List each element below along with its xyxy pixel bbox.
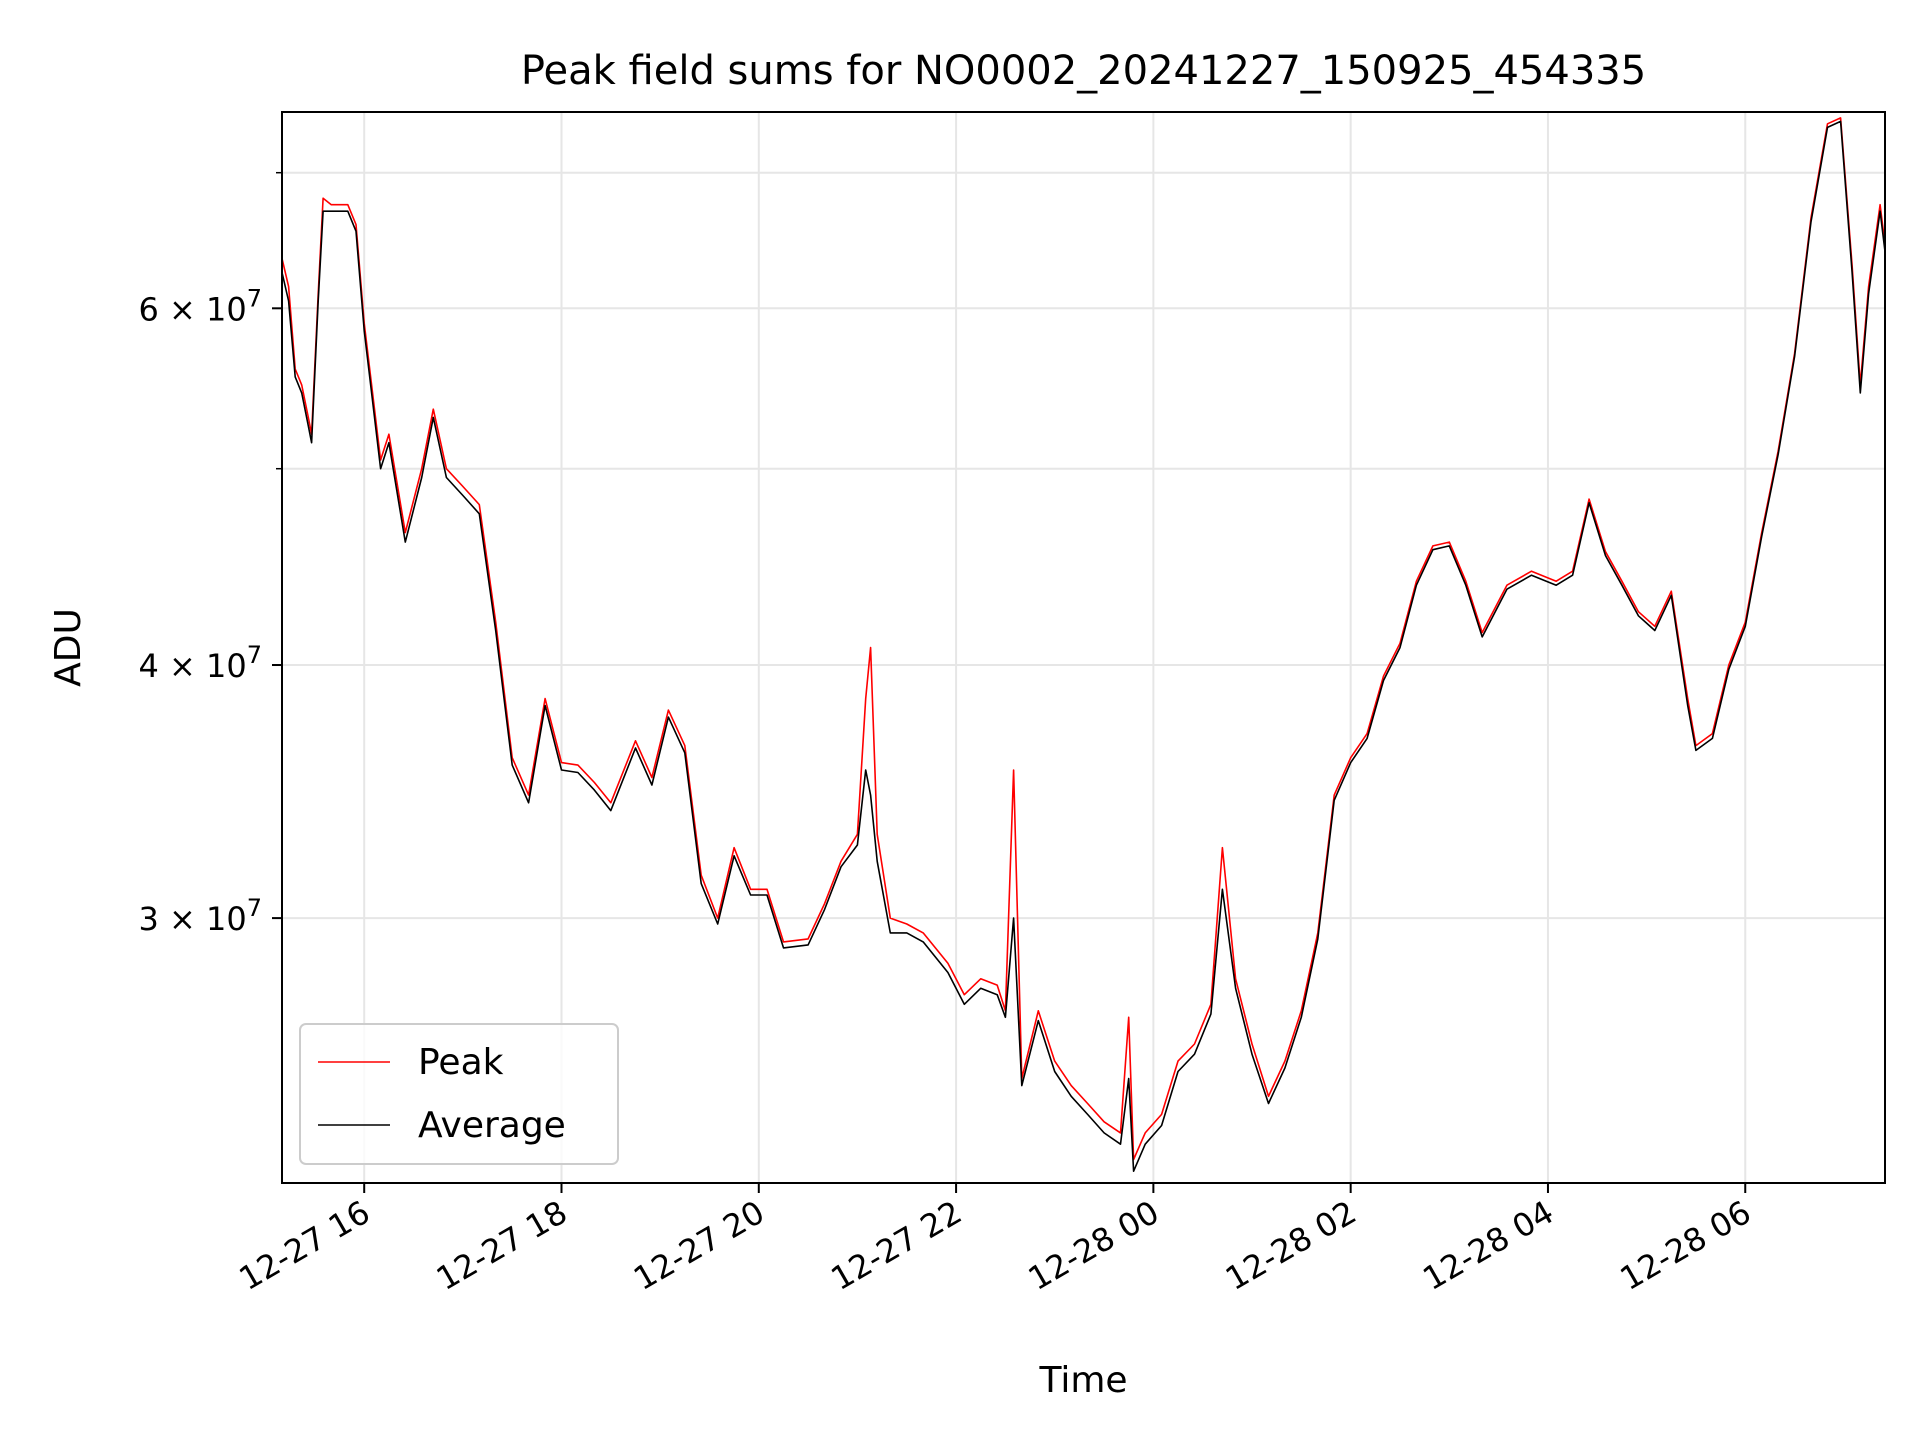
y-axis-label: ADU xyxy=(48,608,89,687)
plot-frame xyxy=(281,111,1886,1184)
x-axis-label: Time xyxy=(1038,1360,1127,1401)
y-tick-label: 3 × 107 xyxy=(138,894,262,938)
legend-average-label: Average xyxy=(418,1105,566,1146)
legend-box xyxy=(299,1023,619,1165)
series-line-average xyxy=(281,120,1886,1172)
chart-title: Peak field sums for NO0002_20241227_1509… xyxy=(521,48,1646,94)
y-tick-label: 6 × 107 xyxy=(138,284,262,328)
grid xyxy=(282,112,1885,1183)
series-lines xyxy=(281,117,1886,1172)
legend: Peak Average xyxy=(299,1023,619,1165)
series-line-peak xyxy=(281,117,1886,1161)
legend-peak-label: Peak xyxy=(418,1042,504,1083)
y-tick-label: 4 × 107 xyxy=(138,641,262,685)
